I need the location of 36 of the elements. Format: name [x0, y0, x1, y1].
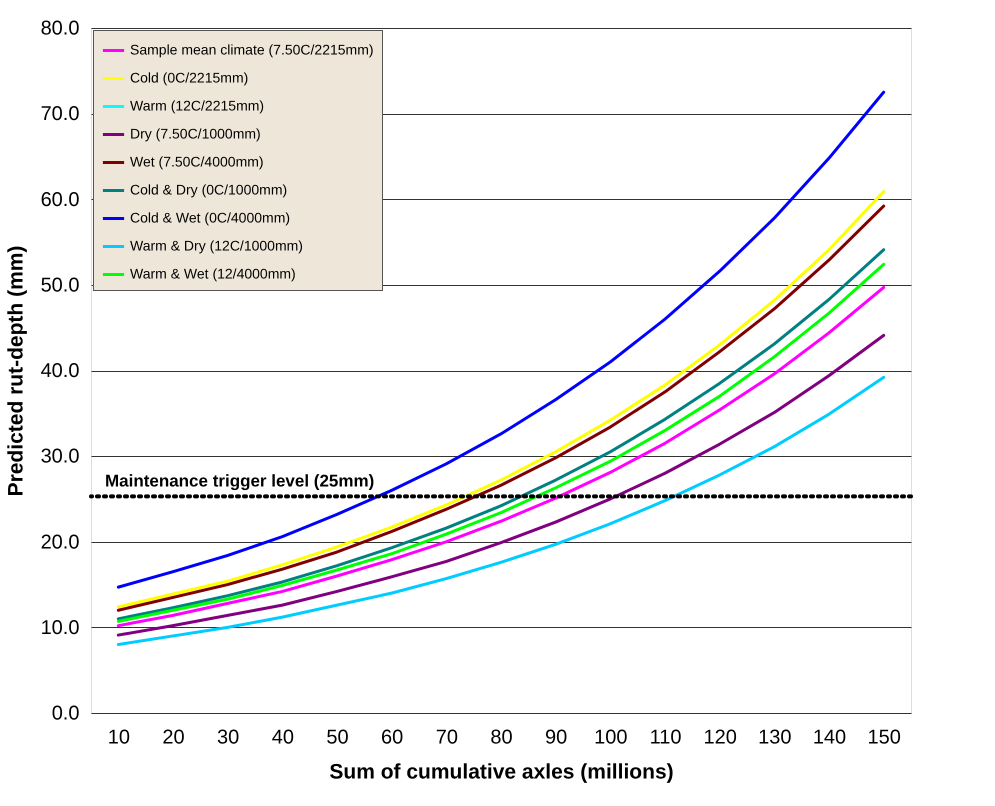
- x-tick-label: 80: [490, 726, 513, 748]
- y-tick-label: 70.0: [40, 103, 80, 126]
- x-tick-label: 70: [436, 726, 458, 748]
- x-tick-label: 100: [594, 726, 628, 748]
- legend-label: Warm & Wet (12/4000mm): [130, 266, 296, 282]
- x-tick-label: 40: [272, 726, 294, 748]
- x-tick-label: 130: [758, 726, 792, 748]
- x-tick-label: 60: [381, 726, 404, 748]
- legend-label: Sample mean climate (7.50C/2215mm): [130, 42, 374, 58]
- legend-label: Dry (7.50C/1000mm): [130, 126, 261, 142]
- y-tick-label: 10.0: [40, 616, 80, 639]
- legend-label: Warm & Dry (12C/1000mm): [130, 238, 303, 254]
- x-tick-label: 150: [867, 726, 901, 748]
- legend-label: Cold & Dry (0C/1000mm): [130, 182, 288, 198]
- y-tick-label: 80.0: [40, 18, 80, 40]
- x-tick-label: 10: [108, 726, 130, 748]
- y-tick-label: 0.0: [52, 702, 80, 724]
- legend-label: Wet (7.50C/4000mm): [130, 154, 264, 170]
- y-tick-label: 30.0: [40, 446, 80, 468]
- x-tick-label: 140: [812, 726, 846, 748]
- y-tick-label: 20.0: [40, 531, 80, 554]
- y-tick-label: 50.0: [40, 274, 80, 296]
- x-tick-label: 120: [703, 726, 737, 748]
- y-tick-label: 40.0: [40, 360, 80, 382]
- y-tick-label: 60.0: [40, 188, 80, 211]
- x-tick-label: 20: [162, 726, 185, 748]
- legend-label: Cold (0C/2215mm): [130, 70, 248, 86]
- x-tick-label: 110: [650, 726, 682, 748]
- legend-label: Cold & Wet (0C/4000mm): [130, 210, 290, 226]
- y-axis-title: Predicted rut-depth (mm): [4, 246, 28, 496]
- x-axis-title: Sum of cumulative axles (millions): [329, 760, 674, 784]
- x-tick-label: 50: [326, 726, 349, 748]
- x-tick-label: 90: [545, 726, 568, 748]
- ref-line-label: Maintenance trigger level (25mm): [105, 471, 374, 490]
- legend-label: Warm (12C/2215mm): [130, 98, 264, 114]
- x-tick-label: 30: [217, 726, 240, 748]
